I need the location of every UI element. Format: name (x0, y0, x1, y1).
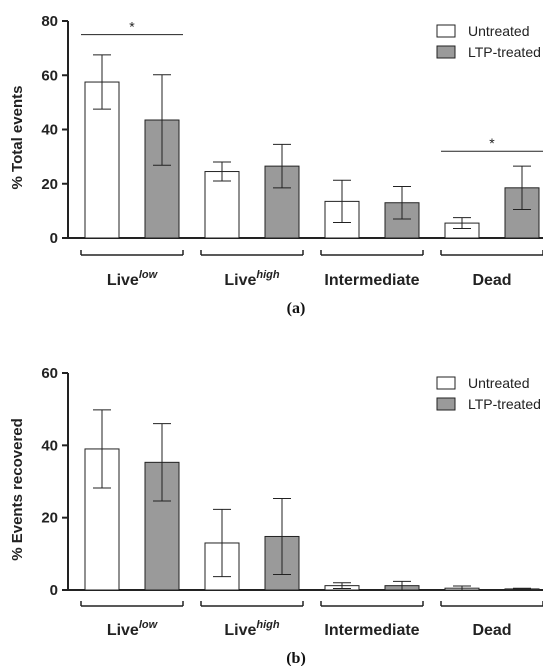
category-label: Dead (472, 622, 511, 639)
y-tick-label: 20 (41, 510, 58, 527)
legend-swatch (436, 376, 456, 390)
panel-label: (a) (287, 300, 306, 317)
category-label: Dead (472, 272, 511, 289)
significance-star: * (129, 19, 135, 35)
category-label: Livehigh (224, 269, 280, 289)
y-tick-label: 40 (41, 122, 58, 139)
category-label: Livehigh (224, 619, 280, 639)
y-tick-label: 60 (41, 67, 58, 84)
chart-panel-b: 0 20 40 60 % Events recovered Livelow Livehigh… (9, 365, 543, 666)
legend-swatch (436, 24, 456, 38)
legend-swatch (436, 45, 456, 59)
y-tick-label: 0 (50, 582, 58, 599)
y-tick-label: 20 (41, 176, 58, 193)
significance-star: * (489, 135, 495, 151)
legend-swatch (436, 397, 456, 411)
y-tick-label: 0 (50, 230, 58, 247)
category-label: Intermediate (324, 272, 419, 289)
y-axis-title: % Events recovered (9, 418, 26, 561)
category-label: Livelow (107, 619, 159, 639)
category-label: Livelow (107, 269, 159, 289)
legend-label: Untreated (468, 375, 529, 391)
legend-label: LTP-treated (468, 44, 541, 60)
category-label: Intermediate (324, 622, 419, 639)
y-axis-title: % Total events (9, 86, 26, 190)
y-tick-label: 60 (41, 365, 58, 382)
y-tick-label: 80 (41, 13, 58, 30)
panel-label: (b) (286, 650, 306, 666)
legend-label: LTP-treated (468, 396, 541, 412)
chart-panel-a: 0 20 40 60 80 % Total events Livelow Livehigh In… (9, 13, 543, 317)
legend-label: Untreated (468, 23, 529, 39)
y-tick-label: 40 (41, 437, 58, 454)
